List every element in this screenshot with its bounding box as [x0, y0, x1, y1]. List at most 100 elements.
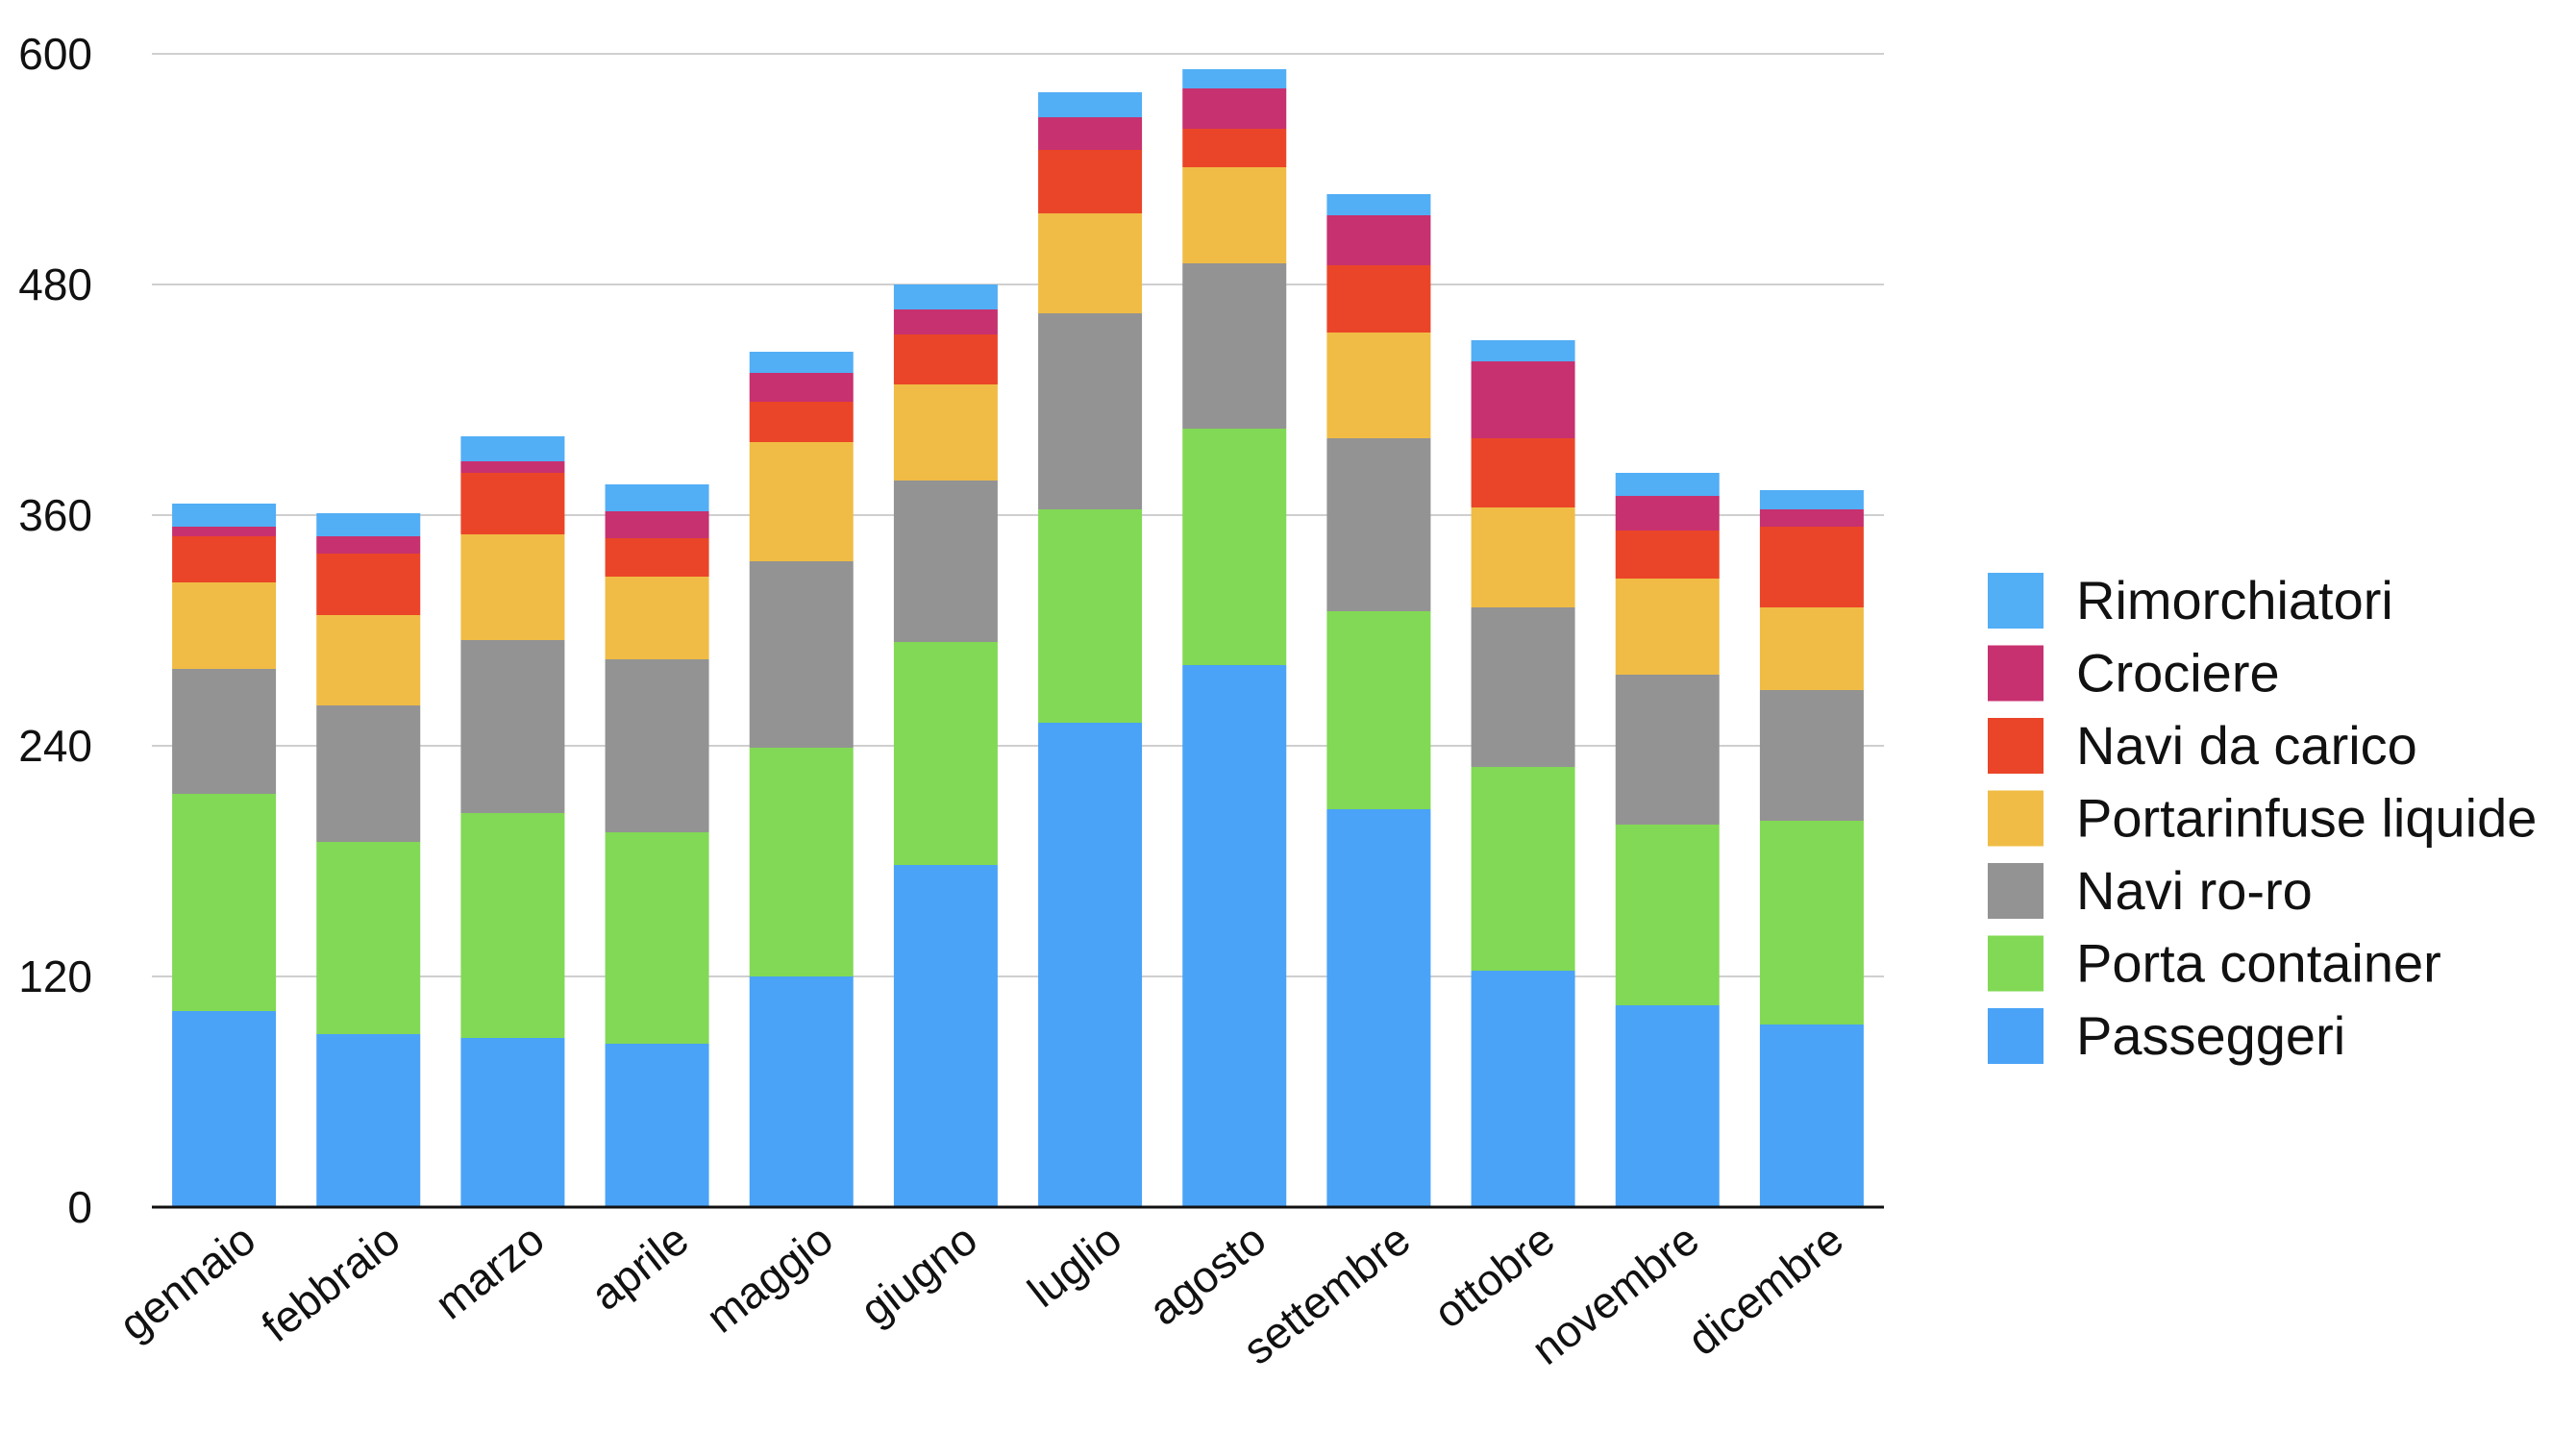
bar-segment — [172, 504, 277, 527]
legend-swatch — [1988, 573, 2043, 629]
bar-segment — [1759, 509, 1864, 527]
bar-segment — [893, 309, 998, 334]
bar-segment — [605, 511, 709, 538]
legend-item: Passeggeri — [1988, 1005, 2345, 1066]
legend-swatch — [1988, 645, 2043, 702]
bar-segment — [1326, 809, 1431, 1207]
bar-segment — [460, 473, 565, 534]
bar-segment — [1038, 313, 1143, 509]
bar-segment — [172, 582, 277, 669]
bar-segment — [1182, 69, 1287, 88]
legend-item: Porta container — [1988, 933, 2441, 994]
bar-segment — [1471, 507, 1575, 607]
bar-segment — [1471, 361, 1575, 438]
bar-segment — [893, 481, 998, 642]
x-tick-label: aprile — [582, 1214, 698, 1320]
bar-segment — [1038, 213, 1143, 313]
bar-segment — [1326, 265, 1431, 333]
legend-swatch — [1988, 718, 2043, 774]
legend-item: Navi da carico — [1988, 715, 2417, 776]
bar-segment — [316, 1034, 421, 1207]
bar-segment — [1182, 129, 1287, 167]
bar-segment — [605, 484, 709, 511]
bar-segment — [1038, 723, 1143, 1207]
bar-segment — [1182, 263, 1287, 429]
bar-segment — [1038, 92, 1143, 117]
bar-segment — [1471, 971, 1575, 1207]
bar-segment — [893, 334, 998, 384]
bar-segment — [1615, 531, 1720, 579]
legend-swatch — [1988, 863, 2043, 919]
y-tick-label: 480 — [18, 259, 92, 309]
bar-segment — [172, 1011, 277, 1207]
bar-segment — [1471, 340, 1575, 361]
bar-segment — [893, 284, 998, 309]
x-tick-label: marzo — [426, 1214, 554, 1329]
x-tick-label: febbraio — [252, 1214, 409, 1351]
bar-segment — [1326, 194, 1431, 215]
legend-label: Portarinfuse liquide — [2076, 788, 2537, 849]
legend-label: Navi ro-ro — [2076, 860, 2313, 921]
bar-segment — [460, 461, 565, 473]
bar-segment — [316, 554, 421, 615]
bar-segment — [1326, 611, 1431, 809]
bar-segment — [1759, 690, 1864, 821]
bar-segment — [1182, 88, 1287, 129]
legend-item: Crociere — [1988, 643, 2280, 704]
x-tick-label: giugno — [851, 1214, 986, 1335]
legend-label: Rimorchiatori — [2076, 570, 2393, 630]
bar-segment — [749, 442, 854, 561]
y-tick-label: 600 — [18, 29, 92, 79]
bar-segment — [1326, 215, 1431, 265]
bar-segment — [605, 538, 709, 577]
bar-segment — [1615, 675, 1720, 825]
bar-segment — [460, 436, 565, 461]
bar-segment — [316, 842, 421, 1034]
legend: Rimorchiatori Crociere Navi da carico Porta… — [1988, 570, 2537, 1066]
legend-label: Crociere — [2076, 643, 2280, 704]
y-tick-label: 240 — [18, 721, 92, 771]
bar-segment — [1759, 527, 1864, 607]
bar-segment — [1182, 429, 1287, 665]
y-tick-label: 360 — [18, 490, 92, 540]
bar-segment — [460, 1038, 565, 1207]
bar-segment — [605, 659, 709, 832]
bar-segment — [1038, 117, 1143, 150]
bar-segment — [460, 813, 565, 1038]
bar-segment — [460, 534, 565, 640]
bar-segment — [1326, 333, 1431, 438]
x-tick-label: maggio — [697, 1214, 842, 1343]
bar-segment — [605, 832, 709, 1044]
y-tick-label: 0 — [67, 1182, 92, 1232]
legend-label: Porta container — [2076, 933, 2441, 994]
bar-segment — [749, 561, 854, 748]
bar-segment — [172, 536, 277, 582]
bar-segment — [1615, 825, 1720, 1005]
x-tick-label: agosto — [1140, 1214, 1276, 1335]
bar-segment — [1038, 150, 1143, 213]
bar-segment — [1759, 821, 1864, 1025]
bar-segment — [1759, 1025, 1864, 1207]
bar-segment — [1471, 767, 1575, 971]
bar-segment — [605, 577, 709, 659]
bar-segment — [172, 527, 277, 536]
bar-segment — [749, 976, 854, 1207]
bar-segment — [1471, 438, 1575, 507]
legend-swatch — [1988, 935, 2043, 992]
x-tick-label: gennaio — [110, 1214, 264, 1350]
bar-segment — [1759, 490, 1864, 509]
legend-label: Navi da carico — [2076, 715, 2417, 776]
legend-label: Passeggeri — [2076, 1005, 2345, 1066]
bar-segment — [1615, 1005, 1720, 1207]
legend-swatch — [1988, 790, 2043, 847]
y-tick-label: 120 — [18, 951, 92, 1001]
bar-segment — [893, 384, 998, 481]
bar-segment — [893, 642, 998, 865]
bar-segment — [749, 748, 854, 976]
bar-segment — [749, 373, 854, 402]
bar-segment — [1615, 473, 1720, 496]
bar-segment — [316, 536, 421, 554]
bar-segment — [893, 865, 998, 1207]
